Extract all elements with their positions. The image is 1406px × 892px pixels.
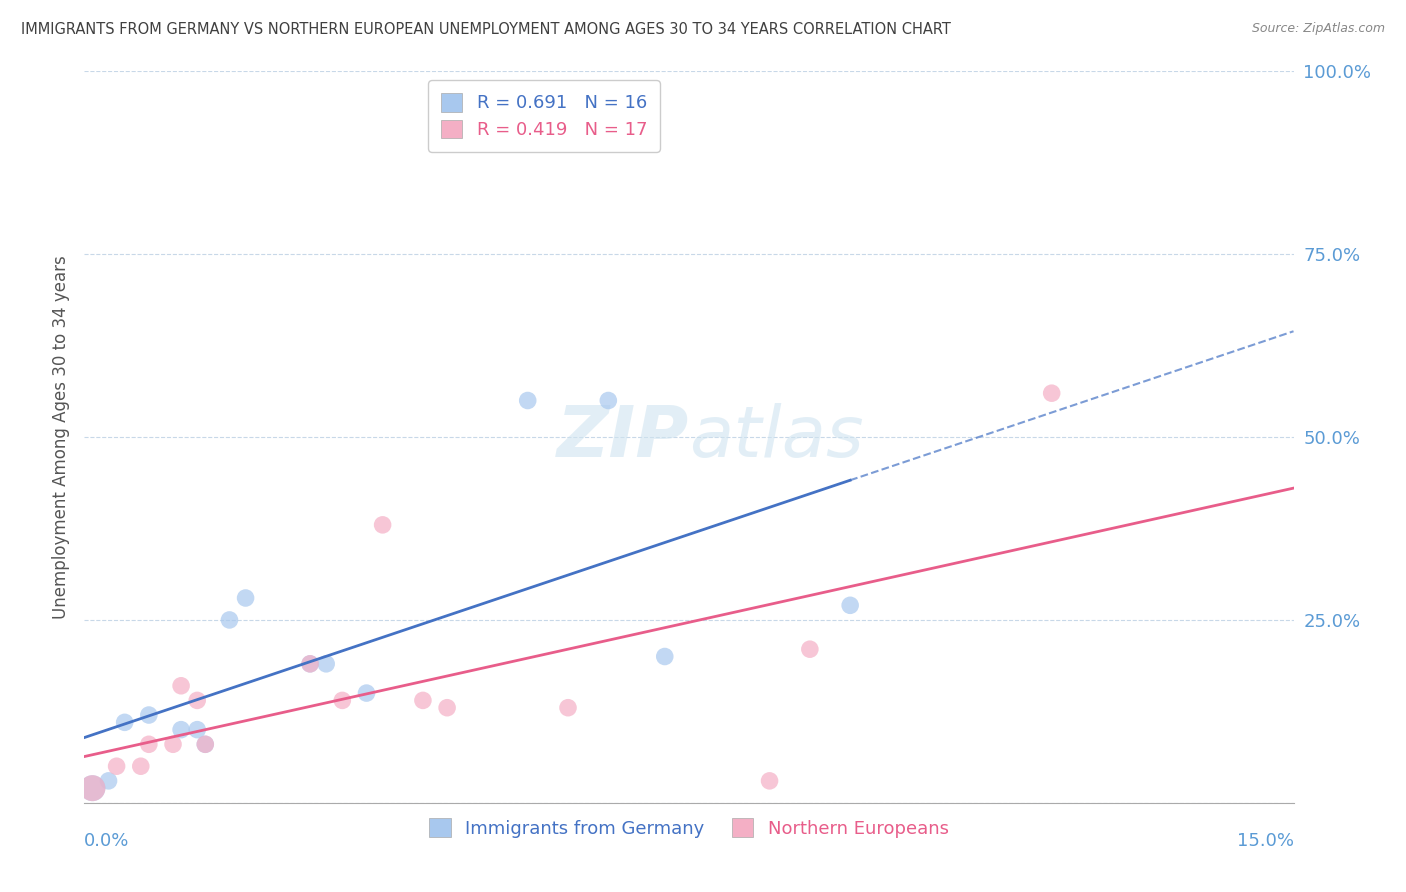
Point [194, 737, 217, 751]
Point [330, 693, 353, 707]
Point [194, 737, 217, 751]
Point [170, 723, 193, 737]
Point [839, 599, 862, 613]
Point [371, 517, 394, 532]
Point [82, 781, 104, 796]
Text: ZIP: ZIP [557, 402, 689, 472]
Text: atlas: atlas [689, 402, 863, 472]
Point [758, 773, 780, 788]
Point [1040, 386, 1063, 401]
Point [82, 781, 104, 796]
Point [162, 737, 184, 751]
Point [186, 693, 208, 707]
Legend: Immigrants from Germany, Northern Europeans: Immigrants from Germany, Northern Europe… [422, 811, 956, 845]
Text: 0.0%: 0.0% [84, 832, 129, 850]
Point [129, 759, 152, 773]
Point [170, 679, 193, 693]
Point [598, 393, 620, 408]
Text: IMMIGRANTS FROM GERMANY VS NORTHERN EUROPEAN UNEMPLOYMENT AMONG AGES 30 TO 34 YE: IMMIGRANTS FROM GERMANY VS NORTHERN EURO… [21, 22, 950, 37]
Point [138, 708, 160, 723]
Point [557, 700, 579, 714]
Point [654, 649, 676, 664]
Point [356, 686, 378, 700]
Point [436, 700, 458, 714]
Point [315, 657, 337, 671]
Point [516, 393, 538, 408]
Point [186, 723, 208, 737]
Point [299, 657, 322, 671]
Point [114, 715, 136, 730]
Point [299, 657, 322, 671]
Point [138, 737, 160, 751]
Text: 15.0%: 15.0% [1236, 832, 1294, 850]
Point [799, 642, 821, 657]
Point [218, 613, 240, 627]
Point [235, 591, 257, 605]
Y-axis label: Unemployment Among Ages 30 to 34 years: Unemployment Among Ages 30 to 34 years [52, 255, 70, 619]
Point [105, 759, 128, 773]
Text: Source: ZipAtlas.com: Source: ZipAtlas.com [1251, 22, 1385, 36]
Point [412, 693, 434, 707]
Point [97, 773, 120, 788]
